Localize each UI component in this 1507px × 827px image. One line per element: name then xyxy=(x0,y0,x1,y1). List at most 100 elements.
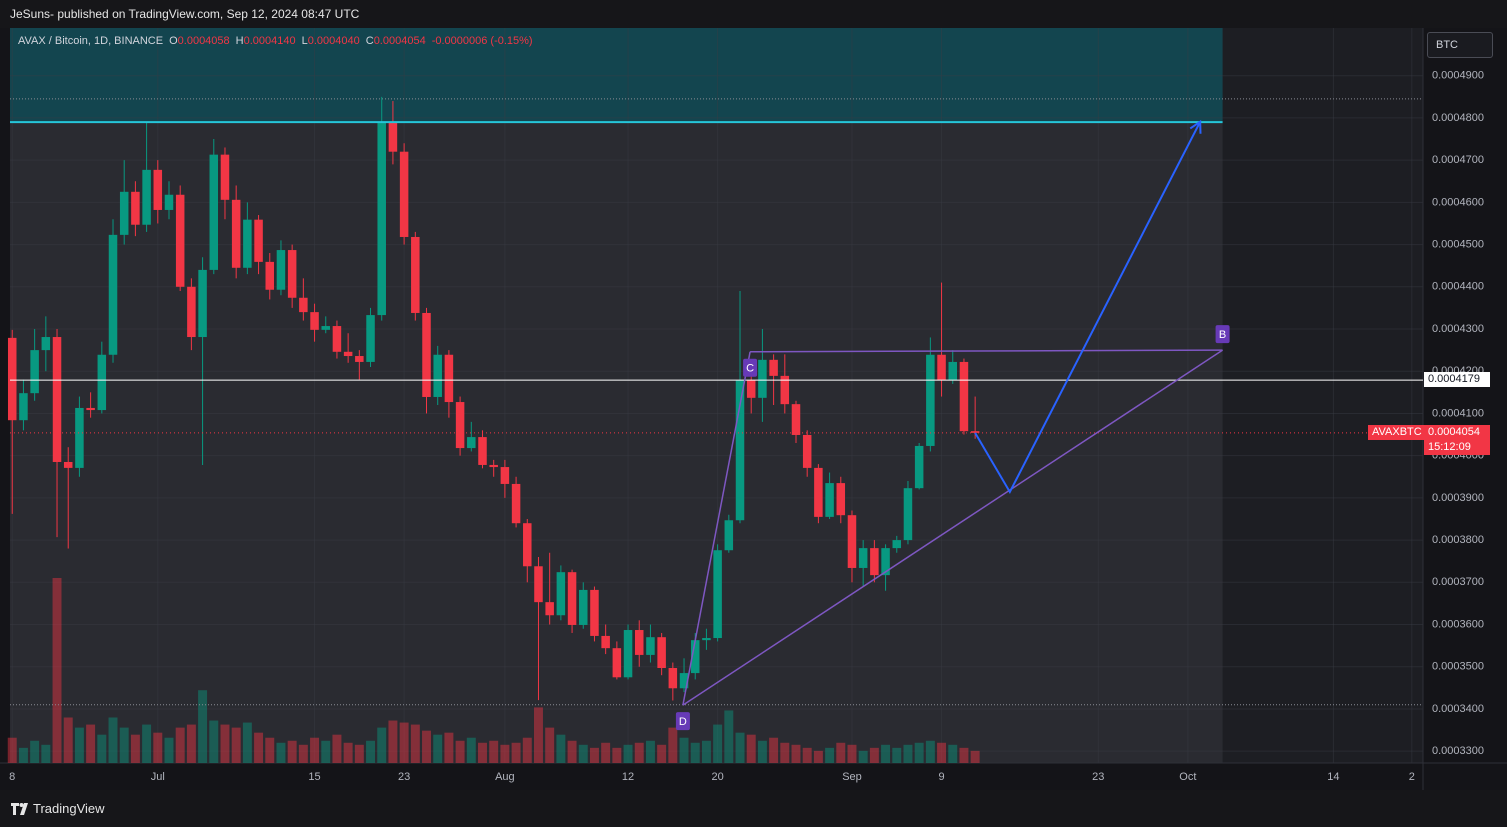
candle-body xyxy=(119,191,129,235)
legend-key: C xyxy=(365,35,374,47)
y-tick-label: 0.0004700 xyxy=(1432,154,1484,166)
volume-bar xyxy=(668,727,678,763)
volume-bar xyxy=(332,734,342,763)
volume-bar xyxy=(892,747,902,763)
candle-body xyxy=(634,630,644,655)
volume-bar xyxy=(556,734,566,763)
y-tick-label: 0.0004600 xyxy=(1432,196,1484,208)
volume-bar xyxy=(478,742,487,763)
legend-key: H xyxy=(235,35,244,47)
volume-bar xyxy=(612,747,622,763)
volume-bar xyxy=(791,744,801,763)
volume-bar xyxy=(220,724,230,763)
candle-body xyxy=(7,337,17,421)
candle-body xyxy=(702,638,711,641)
x-tick-label: 20 xyxy=(711,771,723,783)
candle-body xyxy=(153,169,163,210)
volume-bar xyxy=(433,734,443,763)
x-tick-label: 8 xyxy=(9,771,15,783)
candle-body xyxy=(534,566,543,603)
candle-body xyxy=(825,483,834,517)
volume-bar xyxy=(242,722,252,763)
candle-body xyxy=(646,637,655,655)
candle-body xyxy=(735,380,745,521)
legend-value: 0.0004140 xyxy=(243,35,296,47)
candle-body xyxy=(254,219,263,262)
volume-bar xyxy=(7,737,17,763)
candle-body xyxy=(276,250,286,290)
arrow-head xyxy=(1189,119,1202,134)
volume-bar xyxy=(119,727,129,763)
pattern-line xyxy=(682,351,751,706)
volume-bar xyxy=(175,727,185,763)
candle-body xyxy=(713,550,722,639)
top-bar: JeSuns- published on TradingView.com, Se… xyxy=(0,0,1507,28)
x-tick-label: 15 xyxy=(308,771,320,783)
candle-body xyxy=(209,154,219,270)
candle-body xyxy=(41,337,51,351)
volume-bar xyxy=(746,734,756,763)
candle-body xyxy=(914,445,924,489)
candle-body xyxy=(478,437,487,465)
candle-body xyxy=(455,402,465,449)
countdown: 15:12:09 xyxy=(1428,440,1471,453)
candle-body xyxy=(579,589,588,625)
x-tick-label: 12 xyxy=(622,771,634,783)
pattern-point: B xyxy=(1215,325,1230,344)
volume-bar xyxy=(970,750,980,763)
volume-bar xyxy=(937,742,947,763)
candle-body xyxy=(926,354,935,446)
currency-button[interactable]: BTC xyxy=(1427,32,1493,58)
candle-body xyxy=(231,199,241,268)
candle-body xyxy=(142,169,151,225)
candle-body xyxy=(511,483,521,524)
y-tick-label: 0.0003900 xyxy=(1432,492,1484,504)
publish-info: JeSuns- published on TradingView.com, Se… xyxy=(10,7,360,21)
volume-bar xyxy=(500,744,510,763)
candle-body xyxy=(399,151,409,237)
volume-bar xyxy=(41,744,51,763)
volume-bar xyxy=(377,727,387,763)
x-tick-label: 9 xyxy=(938,771,944,783)
candle-body xyxy=(30,350,39,394)
volume-bar xyxy=(198,690,208,763)
volume-bar xyxy=(903,744,913,763)
volume-bar xyxy=(186,724,196,763)
y-tick-label: 0.0004900 xyxy=(1432,70,1484,82)
volume-bar xyxy=(847,744,857,763)
volume-bar xyxy=(321,740,331,763)
candle-body xyxy=(746,380,756,398)
volume-bar xyxy=(511,742,521,763)
chart: 0.0003300 0.0003400 0.0003500 0.0003600 0.00… xyxy=(0,28,1507,790)
logo xyxy=(11,803,28,815)
candle-body xyxy=(52,337,62,462)
candle-body xyxy=(500,467,510,484)
level-label: 0.0004179 xyxy=(1424,372,1490,388)
volume-bar xyxy=(466,737,476,763)
candle-body xyxy=(86,407,95,411)
candle-body xyxy=(903,488,913,541)
volume-bar xyxy=(657,744,667,763)
legend-key: L xyxy=(301,35,308,47)
volume-bar xyxy=(914,742,924,763)
candle-body xyxy=(847,515,857,568)
candle-body xyxy=(814,467,823,517)
volume-bar xyxy=(86,724,96,763)
volume-bar xyxy=(209,720,219,763)
volume-bar xyxy=(601,742,611,763)
volume-bar xyxy=(545,727,555,763)
candle-body xyxy=(556,572,566,616)
volume-bar xyxy=(690,742,700,763)
point-box xyxy=(1215,325,1230,344)
volume-bar xyxy=(142,724,152,763)
candle-body xyxy=(791,404,801,435)
candle-body xyxy=(724,520,734,551)
candle-body xyxy=(545,602,554,616)
candle-body xyxy=(858,548,868,568)
candle-body xyxy=(870,548,879,576)
candle-body xyxy=(265,261,275,290)
x-tick-label: Oct xyxy=(1179,771,1196,783)
point-label: B xyxy=(1219,329,1226,341)
volume-bar xyxy=(959,747,969,763)
candle-body xyxy=(523,523,532,567)
